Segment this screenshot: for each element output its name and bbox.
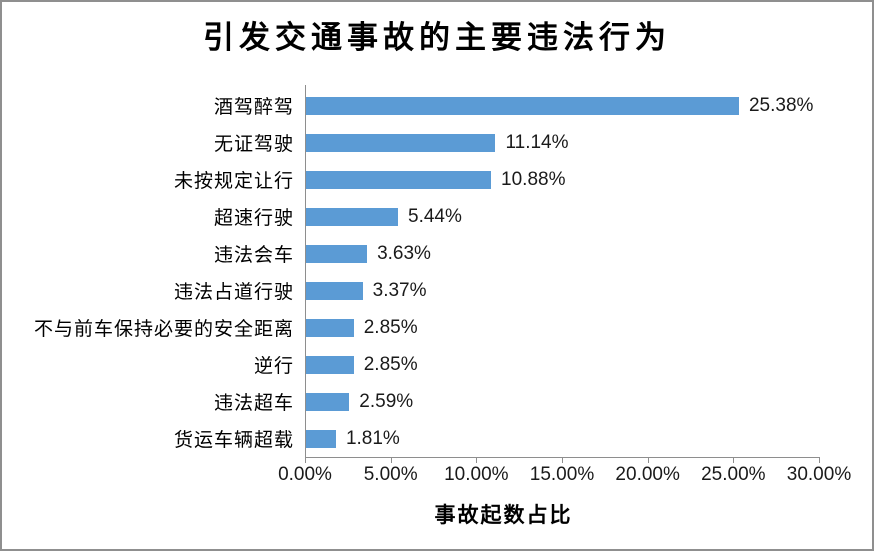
x-tick-label: 15.00% xyxy=(529,464,595,485)
x-axis-title: 事故起数占比 xyxy=(434,503,573,527)
bar-cell: 3.37% xyxy=(305,279,818,301)
x-tick-label: 20.00% xyxy=(615,464,680,485)
value-label: 3.63% xyxy=(377,242,431,264)
category-label: 超速行驶 xyxy=(213,208,294,229)
value-label: 11.14% xyxy=(505,131,569,153)
x-tick-mark xyxy=(476,457,478,463)
bar-row: 未按规定让行 10.88% xyxy=(2,161,820,198)
bar-row: 不与前车保持必要的安全距离 2.85% xyxy=(2,309,820,346)
category-axis-line xyxy=(305,85,306,462)
bar-row: 违法会车 3.63% xyxy=(2,235,820,272)
bar-row: 违法占道行驶 3.37% xyxy=(2,272,820,309)
x-tick-label: 30.00% xyxy=(786,464,852,485)
bar-cell: 2.85% xyxy=(305,316,818,338)
x-tick-label: 5.00% xyxy=(363,464,418,485)
bar-cell: 10.88% xyxy=(305,168,818,190)
value-label: 1.81% xyxy=(345,427,400,449)
bar xyxy=(305,96,739,115)
x-axis-tick-labels: 0.00% 5.00% 10.00% 15.00% 20.00% 25.00% 30.00% xyxy=(278,464,851,486)
bar xyxy=(305,207,399,226)
value-label: 5.44% xyxy=(408,205,462,227)
bar-cell: 25.38% xyxy=(305,94,818,116)
bar-cell: 11.14% xyxy=(305,131,818,153)
bar-row: 货运车辆超载 1.81% xyxy=(2,420,820,457)
category-label: 酒驾醉驾 xyxy=(213,97,294,118)
bar xyxy=(305,170,492,189)
x-tick-mark xyxy=(733,457,735,463)
chart-title: 引发交通事故的主要违法行为 xyxy=(203,20,671,55)
bar xyxy=(305,133,496,152)
category-label: 未按规定让行 xyxy=(173,171,294,192)
x-tick-mark xyxy=(562,457,563,463)
x-tick-mark xyxy=(305,457,306,463)
bar-cell: 2.85% xyxy=(305,353,818,375)
bar-cell: 5.44% xyxy=(305,205,818,227)
bar-cell: 2.59% xyxy=(305,390,818,412)
bar-cell: 3.63% xyxy=(305,242,818,264)
bar-row: 无证驾驶 11.14% xyxy=(2,124,820,161)
category-label: 无证驾驶 xyxy=(213,134,294,155)
bar-row: 超速行驶 5.44% xyxy=(2,198,820,235)
bar xyxy=(305,281,363,300)
x-axis-ticks xyxy=(305,457,820,463)
category-label: 违法会车 xyxy=(213,245,294,266)
x-tick-mark xyxy=(390,457,392,463)
category-label: 不与前车保持必要的安全距离 xyxy=(33,319,294,340)
x-tick-label: 10.00% xyxy=(444,464,509,485)
bar-cell: 1.81% xyxy=(305,427,818,449)
bar xyxy=(305,392,350,411)
bar xyxy=(305,429,336,448)
category-label: 违法占道行驶 xyxy=(173,282,294,303)
x-tick-label: 25.00% xyxy=(701,464,766,485)
bar-row: 逆行 2.85% xyxy=(2,346,820,383)
value-label: 25.38% xyxy=(748,94,814,116)
category-label: 逆行 xyxy=(253,356,294,377)
value-label: 2.59% xyxy=(359,390,414,412)
category-label: 违法超车 xyxy=(213,393,294,414)
x-tick-mark xyxy=(819,457,820,463)
plot-area: 酒驾醉驾 25.38% 无证驾驶 11.14% 未按规定让行 10.88% 超速… xyxy=(2,87,820,457)
bar-row: 酒驾醉驾 25.38% xyxy=(2,87,820,124)
bar xyxy=(305,244,368,263)
category-label: 货运车辆超载 xyxy=(173,430,294,451)
x-tick-label: 0.00% xyxy=(278,464,332,485)
bar xyxy=(305,318,354,337)
x-tick-mark xyxy=(647,457,649,463)
value-label: 10.88% xyxy=(501,168,566,190)
bar xyxy=(305,355,354,374)
value-label: 2.85% xyxy=(363,316,418,338)
value-label: 3.37% xyxy=(372,279,427,301)
value-label: 2.85% xyxy=(363,353,418,375)
bar-row: 违法超车 2.59% xyxy=(2,383,820,420)
